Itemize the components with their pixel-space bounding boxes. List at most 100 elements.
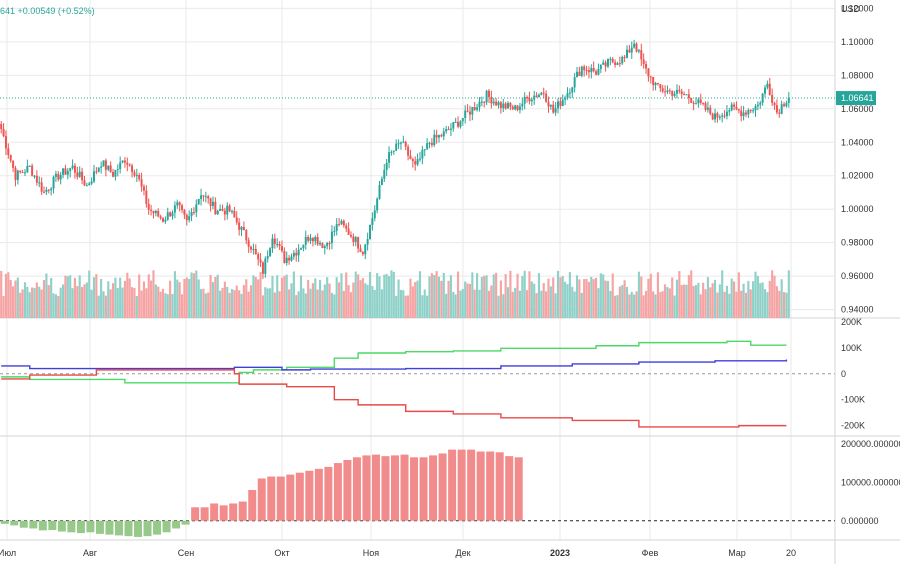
- volume-bar: [699, 294, 702, 318]
- volume-bar: [673, 295, 676, 318]
- hist-bar: [29, 520, 38, 529]
- volume-bar: [69, 275, 72, 318]
- candle-body: [418, 158, 421, 160]
- hist-bar: [172, 520, 181, 529]
- volume-bar: [392, 271, 395, 318]
- volume-bar: [709, 287, 712, 318]
- candle-body: [62, 168, 65, 175]
- candle-body: [378, 185, 381, 199]
- volume-bar: [88, 270, 91, 318]
- volume-bar: [685, 284, 688, 318]
- volume-bar: [511, 291, 514, 318]
- candle-body: [785, 102, 788, 107]
- volume-bar: [590, 276, 593, 318]
- candle-body: [185, 214, 188, 221]
- hist-bar: [181, 520, 190, 525]
- candle-body: [104, 160, 107, 170]
- volume-bar: [476, 273, 479, 318]
- candle-body: [492, 101, 495, 104]
- candle-body: [95, 171, 98, 173]
- candle-body: [92, 171, 95, 182]
- volume-bar: [33, 287, 36, 318]
- candle-body: [573, 77, 576, 88]
- candle-body: [71, 165, 74, 169]
- volume-bar: [216, 274, 219, 318]
- candle-body: [430, 142, 433, 146]
- candle-body: [747, 110, 750, 115]
- candle-body: [680, 91, 683, 95]
- candle-body: [66, 170, 69, 175]
- price-tick-label: 1.02000: [841, 171, 874, 181]
- hist-bar: [457, 449, 466, 521]
- volume-bar: [456, 271, 460, 318]
- volume-bar: [414, 282, 417, 318]
- hist-bar: [295, 472, 304, 521]
- candle-body: [38, 182, 41, 184]
- cot-tick-label: 200K: [841, 317, 862, 327]
- price-tick-label: 1.10000: [841, 37, 874, 47]
- candle-body: [507, 103, 510, 109]
- candle-body: [640, 50, 643, 60]
- volume-bar: [235, 285, 238, 318]
- candle-body: [204, 196, 207, 198]
- hist-bar: [429, 455, 438, 521]
- x-axis-label: Фев: [642, 548, 659, 558]
- volume-bar: [571, 286, 574, 318]
- hist-bar: [0, 520, 9, 524]
- volume-bar: [123, 280, 126, 318]
- volume-bar: [575, 275, 579, 318]
- candle-body: [568, 92, 571, 94]
- volume-bar: [171, 293, 174, 318]
- volume-bar: [357, 274, 360, 318]
- volume-bar: [771, 270, 774, 318]
- candle-body: [768, 83, 771, 95]
- hist-bar: [476, 451, 485, 521]
- candle-body: [207, 196, 210, 199]
- candle-body: [407, 146, 410, 156]
- candle-body: [292, 252, 295, 257]
- candle-body: [702, 102, 705, 104]
- candle-body: [771, 94, 774, 103]
- candle-body: [611, 58, 614, 63]
- hist-bar: [10, 520, 19, 526]
- price-stub: 641: [0, 6, 16, 16]
- candle-body: [302, 244, 305, 249]
- price-change: +0.00549 (+0.52%): [17, 6, 95, 16]
- volume-bar: [223, 281, 226, 318]
- volume-bar: [564, 281, 567, 318]
- candle-body: [614, 62, 617, 65]
- volume-bar: [664, 284, 667, 318]
- candle-body: [737, 109, 740, 111]
- volume-bar: [368, 272, 372, 318]
- volume-bar: [147, 274, 150, 318]
- volume-bar: [545, 291, 548, 318]
- candle-body: [523, 97, 526, 104]
- volume-bar: [111, 283, 115, 318]
- candle-body: [335, 224, 338, 231]
- volume-bar: [166, 294, 169, 318]
- candle-body: [264, 258, 267, 274]
- candle-body: [59, 174, 62, 180]
- hist-bar: [229, 503, 238, 521]
- hist-bar: [305, 470, 314, 521]
- volume-bar: [323, 284, 326, 318]
- candle-body: [226, 205, 229, 215]
- candle-body: [90, 181, 93, 184]
- volume-bar: [585, 278, 588, 318]
- candle-body: [285, 257, 288, 263]
- volume-bar: [690, 270, 693, 318]
- hist-tick-label: 0.000000: [841, 516, 879, 526]
- volume-bar: [716, 292, 719, 318]
- candle-body: [692, 102, 695, 105]
- volume-bar: [409, 278, 412, 318]
- volume-bar: [45, 273, 48, 318]
- volume-bar: [100, 278, 103, 318]
- candle-body: [233, 210, 236, 218]
- candle-body: [711, 113, 714, 120]
- volume-bar: [245, 279, 248, 318]
- volume-bar: [90, 289, 93, 318]
- volume-bar: [173, 271, 176, 318]
- candle-body: [421, 149, 424, 159]
- cot-series-line: [1, 340, 787, 384]
- volume-bar: [66, 276, 69, 318]
